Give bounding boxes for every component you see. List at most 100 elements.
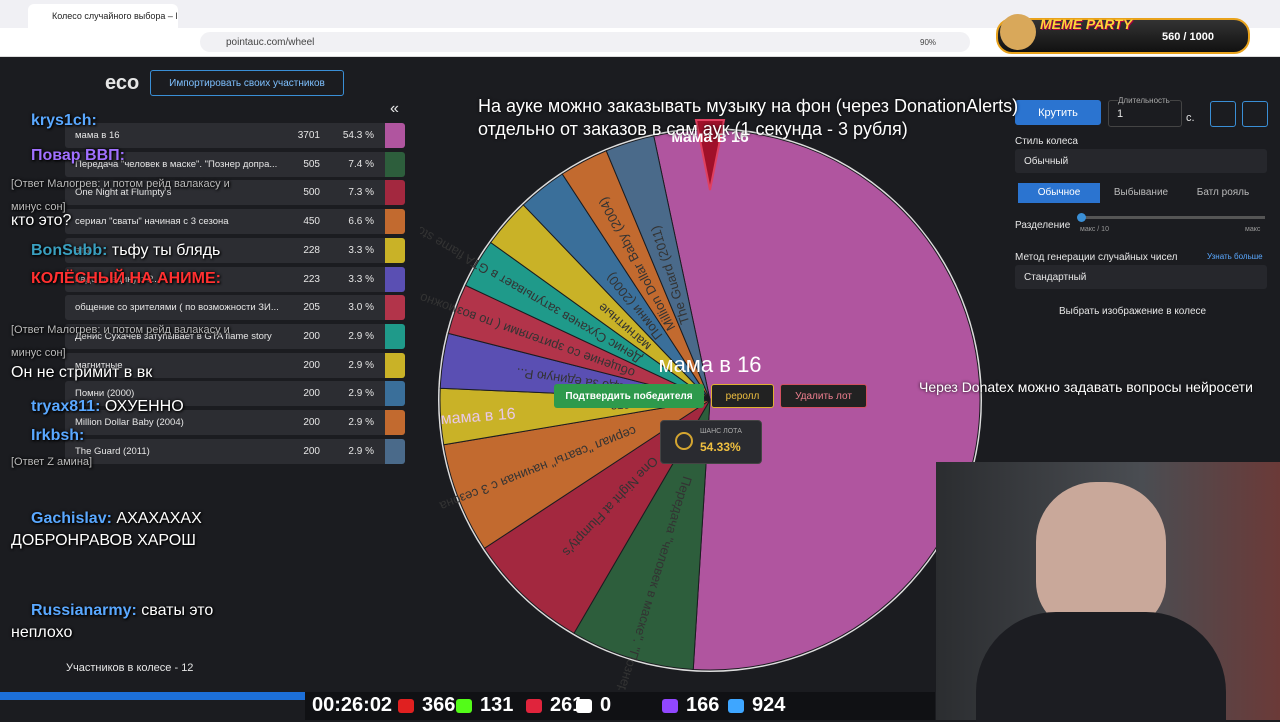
- row-action[interactable]: [385, 381, 405, 407]
- chat-text: АХАХАХАХ ДОБРОНРАВОВ ХАРОШ: [11, 510, 202, 549]
- rng-more[interactable]: Узнать больше: [1207, 252, 1263, 261]
- dice-button[interactable]: [1210, 101, 1236, 127]
- row-action[interactable]: [385, 266, 405, 292]
- participant-name: надо за единую Р...: [75, 273, 160, 285]
- row-action[interactable]: [385, 180, 405, 206]
- style-tab[interactable]: Выбывание: [1113, 187, 1169, 198]
- participant-name: Передача "человек в маске". "Познер допр…: [75, 158, 278, 170]
- row-action[interactable]: [385, 323, 405, 349]
- row-action[interactable]: [385, 151, 405, 177]
- chat-user: Повар ВВП:: [31, 147, 125, 164]
- reroll-button[interactable]: реролл: [711, 384, 774, 408]
- duration-unit: с.: [1186, 112, 1195, 124]
- participant-row[interactable]: [65, 266, 385, 292]
- split-thumb[interactable]: [1077, 213, 1086, 222]
- chat-text: [Ответ Z амина]: [11, 456, 93, 468]
- stat-value: 166: [686, 694, 720, 716]
- import-button[interactable]: Импортировать своих участников: [150, 70, 344, 96]
- participant-row[interactable]: [65, 123, 385, 148]
- overlay-strip: [0, 692, 305, 700]
- participant-amount: 450: [303, 216, 320, 228]
- participant-name: ата: [75, 244, 90, 256]
- rng-value: Стандартный: [1024, 272, 1087, 283]
- chat-user: Russianarmy:: [31, 602, 137, 619]
- stat-value: 0: [600, 694, 612, 716]
- participant-percent: 2.9 %: [348, 359, 374, 371]
- row-action[interactable]: [385, 123, 405, 148]
- wheel-segment: [443, 399, 711, 550]
- music-button[interactable]: [1242, 101, 1268, 127]
- chat-message: кто это?: [11, 210, 261, 232]
- chat-message: tryax811: ОХУЕННО: [11, 396, 261, 418]
- rng-select[interactable]: [1015, 265, 1267, 289]
- wheel-segment: [605, 135, 711, 401]
- webcam: [936, 462, 1280, 722]
- url-field[interactable]: [200, 32, 970, 52]
- participant-row[interactable]: [65, 209, 385, 235]
- doge-icon: [1000, 14, 1036, 50]
- participant-amount: 200: [303, 417, 320, 428]
- participant-percent: 2.9 %: [348, 417, 374, 428]
- row-action[interactable]: [385, 438, 405, 464]
- duration-label: Длительность: [1118, 96, 1170, 105]
- overlay-line1: На ауке можно заказывать музыку на фон (…: [478, 96, 1019, 116]
- row-action[interactable]: [385, 295, 405, 321]
- tab[interactable]: Колесо случайного выбора – l: [28, 4, 178, 28]
- participant-row[interactable]: [65, 180, 385, 206]
- participant-percent: 7.3 %: [348, 187, 374, 199]
- image-select[interactable]: Выбрать изображение в колесе: [1059, 306, 1207, 317]
- participant-row[interactable]: [65, 352, 385, 378]
- chat-message: КОЛЁСНЫЙ НА АНИМЕ:: [11, 268, 261, 290]
- spin-button[interactable]: Крутить: [1015, 100, 1101, 125]
- chat-user: tryax811:: [31, 398, 101, 415]
- split-slider[interactable]: [1081, 216, 1265, 219]
- participant-name: Million Dollar Baby (2004): [75, 417, 184, 428]
- participant-amount: 200: [303, 359, 320, 371]
- stat-value: 366: [422, 694, 456, 716]
- overlay-line2: отдельно от заказов в сам аук (1 секунда…: [478, 119, 908, 139]
- chance-label: ШАНС ЛОТА: [700, 428, 742, 435]
- participant-row[interactable]: [65, 323, 385, 349]
- stat-icon: [576, 699, 592, 713]
- style-tab[interactable]: Батл рояль: [1196, 187, 1250, 198]
- style-tab[interactable]: Обычное: [1018, 183, 1100, 203]
- participant-row[interactable]: [65, 381, 385, 407]
- row-action[interactable]: [385, 410, 405, 435]
- participant-percent: 6.6 %: [348, 216, 374, 228]
- chat-message: Irkbsh:: [11, 425, 261, 447]
- chat-message: [Ответ Малогрев: и потом рейд валакасу и…: [11, 172, 261, 218]
- rng-label: Метод генерации случайных чисел: [1015, 252, 1178, 263]
- participant-amount: 3701: [297, 130, 320, 141]
- chat-message: krys1ch:: [11, 110, 261, 132]
- participant-row[interactable]: [65, 295, 385, 321]
- participant-row[interactable]: [65, 410, 385, 435]
- chat-user: BonSubb:: [31, 242, 108, 259]
- confirm-button[interactable]: Подтвердить победителя: [554, 384, 704, 408]
- row-action[interactable]: [385, 237, 405, 263]
- participant-row[interactable]: [65, 237, 385, 263]
- chat-message: Он не стримит в вк: [11, 362, 261, 384]
- collapse[interactable]: «: [390, 100, 399, 117]
- participant-row[interactable]: [65, 151, 385, 177]
- url: pointauc.com/wheel: [226, 37, 315, 48]
- split-max: макс: [1245, 226, 1261, 233]
- chat-text: [Ответ Малогрев: и потом рейд валакасу и…: [11, 178, 230, 213]
- overlay-right: Через Donatex можно задавать вопросы ней…: [919, 379, 1253, 395]
- stat-icon: [728, 699, 744, 713]
- participant-name: Денис Сухачев затупывает в GTA flame sto…: [75, 330, 272, 342]
- chat-text: кто это?: [11, 212, 72, 229]
- stat-icon: [526, 699, 542, 713]
- zoom[interactable]: 90%: [920, 38, 937, 47]
- style-select[interactable]: [1015, 149, 1267, 173]
- chat-message: Gachislav: АХАХАХАХ ДОБРОНРАВОВ ХАРОШ: [11, 508, 261, 552]
- participant-amount: 200: [303, 388, 320, 400]
- widget-progress: 560 / 1000: [1162, 31, 1214, 43]
- delete-button[interactable]: Удалить лот: [780, 384, 867, 408]
- participant-amount: 200: [303, 330, 320, 342]
- row-action[interactable]: [385, 209, 405, 235]
- style-label: Стиль колеса: [1015, 136, 1078, 147]
- row-action[interactable]: [385, 352, 405, 378]
- chat-text: сваты это неплохо: [11, 602, 214, 641]
- participant-row[interactable]: [65, 438, 385, 464]
